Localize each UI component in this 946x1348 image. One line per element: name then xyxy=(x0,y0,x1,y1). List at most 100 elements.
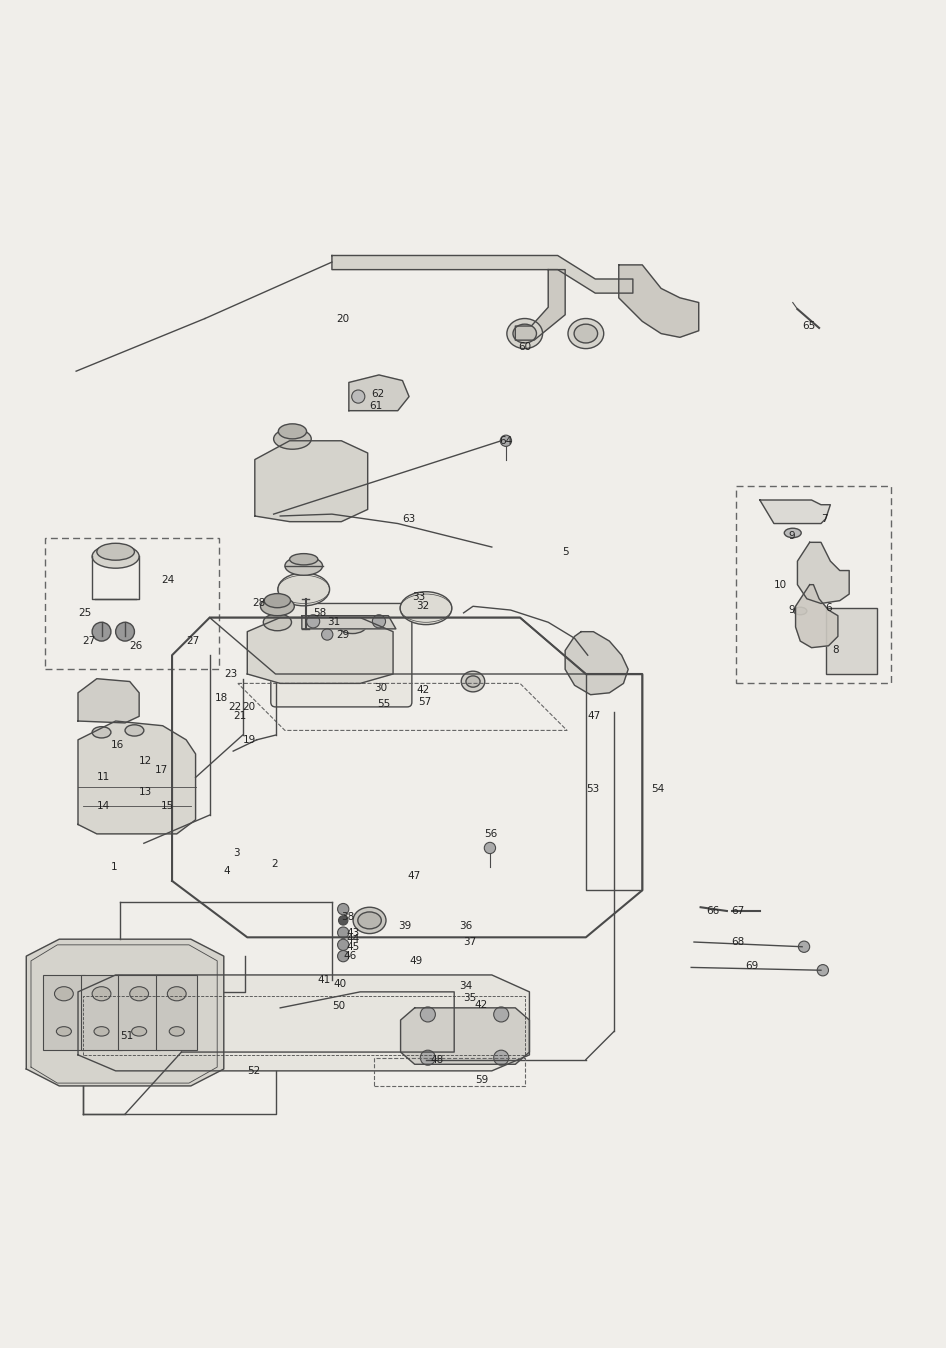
Text: 54: 54 xyxy=(652,783,665,794)
Text: 30: 30 xyxy=(375,683,387,693)
Text: 8: 8 xyxy=(832,646,839,655)
Polygon shape xyxy=(254,441,368,522)
Circle shape xyxy=(420,1050,435,1065)
Text: 69: 69 xyxy=(745,961,759,971)
Ellipse shape xyxy=(285,557,323,576)
Bar xyxy=(45,538,219,670)
Ellipse shape xyxy=(400,592,452,624)
Text: 37: 37 xyxy=(464,937,477,948)
Text: 23: 23 xyxy=(224,669,237,679)
Text: 38: 38 xyxy=(342,911,355,922)
Text: 55: 55 xyxy=(377,700,391,709)
Text: 29: 29 xyxy=(337,630,350,639)
Polygon shape xyxy=(796,585,838,647)
Text: 52: 52 xyxy=(247,1066,260,1076)
Text: 18: 18 xyxy=(215,693,228,702)
Circle shape xyxy=(373,615,386,628)
Ellipse shape xyxy=(289,554,318,565)
Text: 51: 51 xyxy=(120,1031,133,1041)
Text: 66: 66 xyxy=(707,906,720,917)
Ellipse shape xyxy=(264,593,290,608)
Text: 39: 39 xyxy=(397,921,411,931)
Ellipse shape xyxy=(353,907,386,934)
Ellipse shape xyxy=(794,607,807,615)
Bar xyxy=(118,975,160,1050)
Circle shape xyxy=(500,435,512,446)
Polygon shape xyxy=(400,1008,530,1065)
Ellipse shape xyxy=(94,1027,109,1037)
Ellipse shape xyxy=(574,324,598,342)
Ellipse shape xyxy=(92,987,111,1000)
Text: 44: 44 xyxy=(346,934,359,944)
Text: 21: 21 xyxy=(233,712,247,721)
Ellipse shape xyxy=(92,545,139,569)
Ellipse shape xyxy=(130,987,149,1000)
Text: 26: 26 xyxy=(130,640,143,651)
Bar xyxy=(44,975,84,1050)
Circle shape xyxy=(322,630,333,640)
Text: 9: 9 xyxy=(788,605,795,615)
Text: 2: 2 xyxy=(271,859,277,869)
Circle shape xyxy=(494,1007,509,1022)
Ellipse shape xyxy=(57,1027,72,1037)
Bar xyxy=(156,975,198,1050)
Circle shape xyxy=(115,623,134,642)
Text: 22: 22 xyxy=(229,702,242,712)
Circle shape xyxy=(338,927,349,938)
Text: 3: 3 xyxy=(233,848,240,857)
Text: 5: 5 xyxy=(562,547,569,557)
Text: 67: 67 xyxy=(731,906,745,917)
Text: 15: 15 xyxy=(161,801,174,810)
Text: 68: 68 xyxy=(731,937,745,948)
Bar xyxy=(736,485,891,683)
Ellipse shape xyxy=(131,1027,147,1037)
Circle shape xyxy=(798,941,810,953)
FancyBboxPatch shape xyxy=(271,604,412,706)
Text: 62: 62 xyxy=(372,388,385,399)
Text: 48: 48 xyxy=(430,1054,444,1065)
Ellipse shape xyxy=(466,675,480,687)
Text: 16: 16 xyxy=(111,740,124,749)
Text: 41: 41 xyxy=(318,975,331,984)
Circle shape xyxy=(338,940,349,950)
Ellipse shape xyxy=(513,324,536,342)
Text: 64: 64 xyxy=(499,435,513,446)
Polygon shape xyxy=(26,940,224,1086)
Circle shape xyxy=(817,965,829,976)
Ellipse shape xyxy=(784,528,801,538)
Text: 36: 36 xyxy=(459,921,472,931)
Text: 28: 28 xyxy=(252,599,265,608)
Text: 47: 47 xyxy=(407,871,420,882)
Circle shape xyxy=(307,615,320,628)
Ellipse shape xyxy=(507,318,543,349)
Polygon shape xyxy=(78,975,530,1070)
Polygon shape xyxy=(78,721,196,834)
Text: 47: 47 xyxy=(587,712,601,721)
Text: 27: 27 xyxy=(82,636,96,646)
Ellipse shape xyxy=(260,597,294,616)
Text: 17: 17 xyxy=(155,764,168,775)
Text: 4: 4 xyxy=(224,867,231,876)
Text: 14: 14 xyxy=(96,801,110,810)
Ellipse shape xyxy=(55,987,73,1000)
Text: 24: 24 xyxy=(161,576,174,585)
Text: 10: 10 xyxy=(774,580,787,589)
Polygon shape xyxy=(565,632,628,694)
Text: 25: 25 xyxy=(78,608,91,617)
Circle shape xyxy=(92,623,111,642)
Text: 42: 42 xyxy=(416,685,429,696)
Text: 45: 45 xyxy=(346,942,359,952)
Ellipse shape xyxy=(358,913,381,929)
Text: 56: 56 xyxy=(484,829,498,838)
Circle shape xyxy=(420,1007,435,1022)
Text: 34: 34 xyxy=(459,981,472,991)
Ellipse shape xyxy=(169,1027,184,1037)
Ellipse shape xyxy=(278,423,307,439)
Text: 13: 13 xyxy=(139,786,152,797)
Text: 7: 7 xyxy=(821,514,828,524)
Polygon shape xyxy=(797,542,850,604)
Polygon shape xyxy=(302,616,395,630)
Ellipse shape xyxy=(96,543,134,561)
Text: 31: 31 xyxy=(327,617,341,627)
Text: 40: 40 xyxy=(334,980,347,989)
